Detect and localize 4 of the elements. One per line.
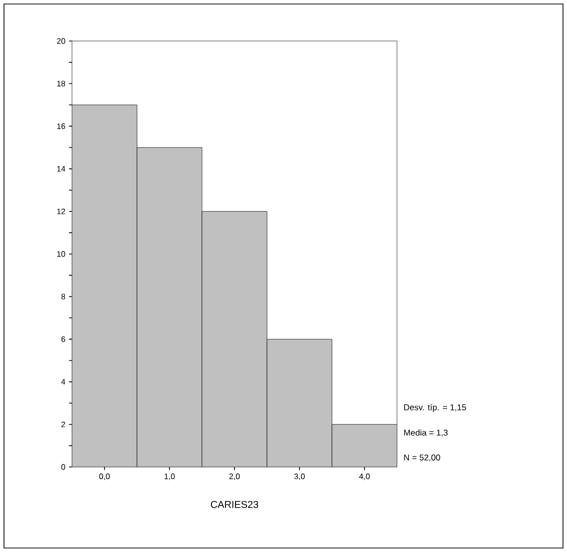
x-axis-title: CARIES23 — [210, 500, 258, 508]
text: Media = 1,3 — [404, 429, 448, 437]
text: N = 52,00 — [404, 454, 440, 462]
text: Desv. típ. = 1,15 — [404, 404, 466, 412]
